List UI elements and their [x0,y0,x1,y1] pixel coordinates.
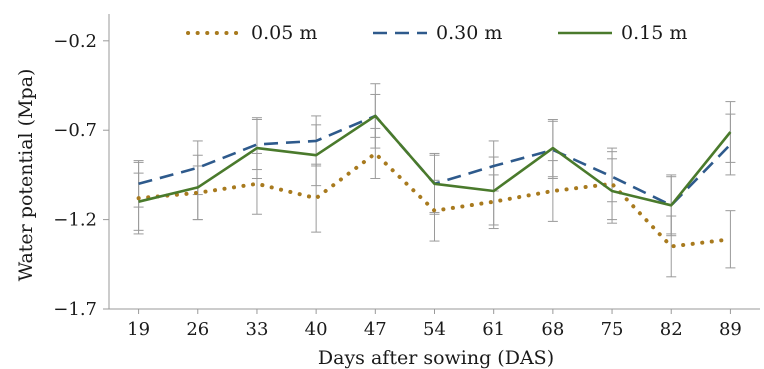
series-line-0-15-m [138,114,732,207]
error-bar [725,101,736,163]
x-tick-label: 89 [719,319,742,340]
legend-item: 0.30 m [373,22,502,44]
x-axis-ticks: 19 26 33 40 47 54 61 68 75 82 89 [127,309,742,340]
x-tick-label: 26 [186,319,209,340]
x-tick-label: 54 [423,319,446,340]
y-tick-label: −0.2 [53,31,97,52]
error-bars [133,83,736,278]
x-axis-title: Days after sowing (DAS) [318,347,554,369]
legend-label: 0.30 m [436,22,502,44]
y-tick-label: −1.2 [53,210,97,231]
x-tick-label: 47 [364,319,387,340]
legend-label: 0.15 m [621,22,687,44]
y-axis-title: Water potential (Mpa) [15,69,37,282]
y-tick-label: −0.7 [53,120,97,141]
error-bar [725,210,736,269]
x-tick-label: 68 [541,319,564,340]
x-tick-label: 61 [482,319,505,340]
legend: 0.05 m 0.30 m 0.15 m [186,22,687,44]
x-tick-label: 19 [127,319,150,340]
legend-item: 0.15 m [558,22,687,44]
x-tick-label: 33 [246,319,269,340]
series-line-0-05-m [136,151,733,249]
x-tick-label: 75 [601,319,624,340]
x-tick-label: 40 [305,319,328,340]
y-tick-label: −1.7 [53,299,97,320]
y-axis-ticks: −1.7 −1.2 −0.7 −0.2 [53,31,109,320]
series-lines [136,114,733,249]
legend-label: 0.05 m [251,22,317,44]
legend-item: 0.05 m [186,22,317,44]
x-tick-label: 82 [660,319,683,340]
